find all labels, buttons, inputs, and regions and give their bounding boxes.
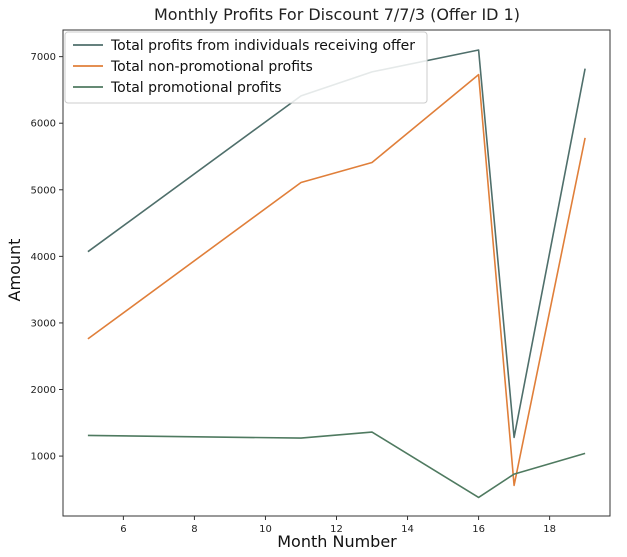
plot-area: 6 8 10 12 14 16 18 1000 2000 3000 4000 5000 6000 7000 <box>31 29 611 535</box>
y-tick-label: 3000 <box>31 318 56 329</box>
x-tick-label: 10 <box>259 524 272 535</box>
legend: Total profits from individuals receiving… <box>64 31 428 104</box>
y-tick-label: 2000 <box>31 385 56 396</box>
chart-title: Monthly Profits For Discount 7/7/3 (Offe… <box>154 5 520 24</box>
legend-label: Total profits from individuals receiving… <box>110 38 415 54</box>
x-tick-label: 14 <box>401 524 414 535</box>
series-line-2 <box>87 73 586 487</box>
x-tick-label: 18 <box>543 524 556 535</box>
legend-label: Total promotional profits <box>110 80 282 96</box>
x-axis-label: Month Number <box>277 532 397 551</box>
legend-box <box>64 31 428 104</box>
y-axis-label: Amount <box>5 239 24 302</box>
y-tick-label: 4000 <box>31 252 56 263</box>
x-tick-label: 16 <box>472 524 485 535</box>
x-tick-label: 6 <box>120 524 126 535</box>
series-line-1 <box>87 49 586 439</box>
x-tick-label: 12 <box>330 524 343 535</box>
legend-label: Total non-promotional profits <box>110 59 313 75</box>
y-tick-label: 1000 <box>31 452 56 463</box>
series-line-3 <box>87 431 586 499</box>
y-tick-label: 5000 <box>31 185 56 196</box>
y-tick-label: 6000 <box>31 119 56 130</box>
y-tick-label: 7000 <box>31 52 56 63</box>
x-tick-label: 8 <box>191 524 197 535</box>
